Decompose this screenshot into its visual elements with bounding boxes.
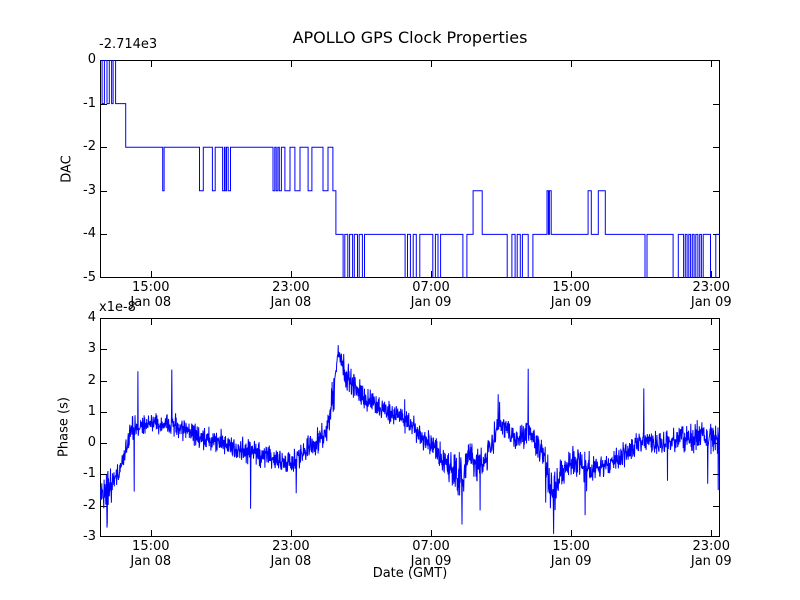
dac-plot [100,60,720,278]
dac-y-tick-label-0: 0 [87,52,96,67]
x-tick-date: Jan 08 [270,295,312,310]
dac-y-tick-label-4: -4 [83,226,96,242]
dac-y-tick-label-2: -2 [83,139,96,155]
phase-y-tick-label-1: 3 [87,341,96,357]
phase-x-tick-label-2: 07:00 Jan 09 [386,539,476,569]
phase-y-tick-label-7: -3 [83,529,96,544]
x-tick-time: 15:00 [552,280,590,295]
phase-x-tick-label-4: 23:00 Jan 09 [666,539,756,569]
phase-x-tick-label-3: 15:00 Jan 09 [526,539,616,569]
x-axis-label: Date (GMT) [372,566,448,581]
phase-y-tick-label-2: 2 [87,372,96,388]
dac-x-tick-label-0: 15:00 Jan 08 [106,280,196,310]
x-tick-date: Jan 09 [550,554,592,569]
x-tick-time: 15:00 [132,539,170,554]
x-tick-date: Jan 08 [270,554,312,569]
phase-line [100,345,720,534]
x-tick-date: Jan 08 [130,295,172,310]
dac-x-tick-label-1: 23:00 Jan 08 [246,280,336,310]
dac-y-tick-label-1: -1 [83,95,96,111]
phase-y-tick-label-0: 4 [87,310,96,325]
phase-y-tick-label-4: 0 [87,435,96,451]
dac-x-tick-label-3: 15:00 Jan 09 [526,280,616,310]
x-tick-time: 23:00 [692,280,730,295]
x-tick-time: 23:00 [272,539,310,554]
x-tick-time: 23:00 [272,280,310,295]
x-tick-date: Jan 09 [410,554,452,569]
x-tick-date: Jan 09 [690,554,732,569]
phase-y-tick-label-3: 1 [87,403,96,419]
phase-x-tick-label-1: 23:00 Jan 08 [246,539,336,569]
dac-y-axis-label: DAC [59,155,75,183]
x-tick-date: Jan 09 [550,295,592,310]
x-tick-date: Jan 09 [410,295,452,310]
phase-y-tick-label-5: -1 [83,466,96,482]
dac-line [100,60,720,278]
dac-offset-label: -2.714e3 [99,37,158,52]
x-tick-date: Jan 08 [130,554,172,569]
x-tick-time: 15:00 [552,539,590,554]
phase-x-tick-label-0: 15:00 Jan 08 [106,539,196,569]
phase-plot [100,318,720,537]
x-tick-time: 15:00 [132,280,170,295]
dac-x-tick-label-2: 07:00 Jan 09 [386,280,476,310]
x-tick-date: Jan 09 [690,295,732,310]
phase-y-tick-label-6: -2 [83,497,96,513]
chart-title: APOLLO GPS Clock Properties [292,28,528,47]
x-tick-time: 23:00 [692,539,730,554]
plot-border [100,318,720,537]
phase-offset-label: x1e-8 [99,300,136,315]
x-tick-time: 07:00 [412,539,450,554]
x-tick-time: 07:00 [412,280,450,295]
dac-y-tick-label-5: -5 [83,270,96,285]
dac-x-tick-label-4: 23:00 Jan 09 [666,280,756,310]
dac-y-tick-label-3: -3 [83,182,96,198]
